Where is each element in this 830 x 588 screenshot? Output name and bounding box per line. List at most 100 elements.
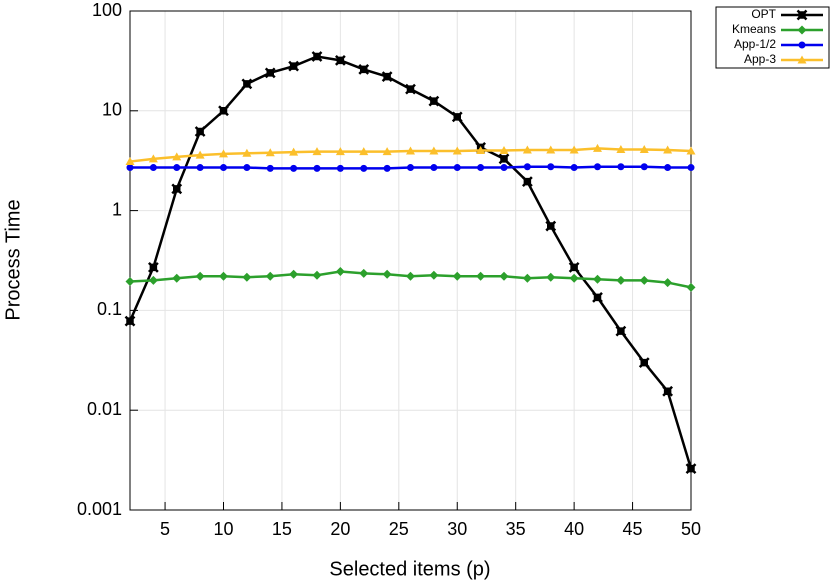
marker bbox=[546, 272, 556, 282]
marker bbox=[381, 71, 393, 83]
marker bbox=[452, 146, 462, 155]
x-tick-label: 50 bbox=[681, 519, 701, 539]
x-tick-label: 40 bbox=[564, 519, 584, 539]
marker bbox=[311, 51, 323, 62]
marker bbox=[430, 164, 438, 172]
marker bbox=[593, 143, 602, 152]
marker bbox=[241, 78, 253, 90]
x-tick-label: 20 bbox=[330, 519, 350, 539]
marker bbox=[477, 164, 485, 172]
marker bbox=[522, 273, 532, 283]
marker bbox=[335, 267, 345, 277]
marker bbox=[289, 147, 299, 156]
marker bbox=[406, 146, 415, 155]
marker bbox=[288, 60, 300, 72]
marker bbox=[686, 146, 696, 155]
marker bbox=[499, 146, 509, 155]
marker bbox=[686, 282, 696, 292]
marker bbox=[242, 272, 252, 282]
marker bbox=[616, 275, 626, 285]
marker bbox=[171, 183, 183, 195]
legend-box bbox=[715, 6, 830, 69]
marker bbox=[195, 150, 205, 159]
marker bbox=[382, 269, 392, 279]
legend-label: OPT bbox=[751, 7, 776, 21]
marker bbox=[616, 144, 626, 153]
y-tick-label: 1 bbox=[112, 199, 122, 219]
marker bbox=[265, 148, 275, 157]
marker bbox=[220, 164, 227, 172]
marker bbox=[148, 275, 158, 285]
marker bbox=[452, 271, 462, 281]
y-tick-label: 0.001 bbox=[77, 499, 122, 519]
legend-label: App-3 bbox=[744, 52, 776, 66]
marker bbox=[639, 144, 649, 153]
marker bbox=[453, 164, 461, 172]
marker bbox=[685, 463, 697, 474]
marker bbox=[500, 164, 508, 172]
marker bbox=[569, 273, 579, 283]
marker bbox=[335, 147, 345, 156]
series-line bbox=[128, 55, 693, 469]
marker bbox=[522, 145, 532, 154]
marker bbox=[264, 67, 276, 79]
marker bbox=[148, 154, 158, 163]
marker bbox=[429, 270, 439, 280]
marker bbox=[523, 163, 531, 171]
marker bbox=[592, 292, 603, 303]
marker bbox=[312, 147, 322, 156]
x-tick-label: 15 bbox=[272, 519, 292, 539]
marker bbox=[358, 64, 370, 75]
marker bbox=[290, 164, 298, 172]
marker bbox=[242, 148, 252, 157]
marker bbox=[195, 271, 205, 281]
marker bbox=[570, 164, 578, 172]
marker bbox=[428, 95, 440, 107]
marker bbox=[334, 55, 346, 66]
marker bbox=[640, 163, 648, 171]
marker bbox=[546, 145, 556, 154]
x-tick-label: 30 bbox=[447, 519, 467, 539]
marker bbox=[382, 147, 392, 156]
marker bbox=[126, 164, 134, 172]
marker bbox=[406, 271, 415, 281]
marker bbox=[796, 9, 808, 21]
marker bbox=[687, 164, 695, 172]
marker bbox=[499, 271, 509, 281]
y-tick-label: 10 bbox=[102, 100, 122, 120]
marker bbox=[617, 163, 625, 171]
marker bbox=[147, 261, 159, 273]
marker bbox=[360, 164, 368, 172]
x-axis-label: Selected items (p) bbox=[329, 558, 490, 580]
marker bbox=[405, 83, 416, 95]
x-tick-label: 45 bbox=[623, 519, 643, 539]
marker bbox=[429, 146, 439, 155]
marker bbox=[521, 176, 533, 188]
marker bbox=[125, 276, 135, 286]
y-tick-label: 0.01 bbox=[87, 399, 122, 419]
marker bbox=[265, 271, 275, 281]
marker bbox=[289, 269, 299, 279]
legend-label: Kmeans bbox=[732, 22, 776, 36]
marker bbox=[194, 126, 206, 137]
x-tick-label: 10 bbox=[213, 519, 233, 539]
legend-label: App-1/2 bbox=[734, 37, 776, 51]
marker bbox=[797, 25, 807, 35]
plot-frame bbox=[129, 10, 692, 511]
marker bbox=[615, 325, 627, 337]
marker bbox=[798, 41, 806, 49]
marker bbox=[662, 385, 674, 397]
marker bbox=[407, 164, 414, 172]
marker bbox=[451, 111, 463, 123]
marker bbox=[312, 270, 322, 280]
marker bbox=[243, 164, 251, 172]
marker bbox=[383, 164, 391, 172]
x-tick-label: 25 bbox=[389, 519, 409, 539]
y-tick-label: 100 bbox=[92, 0, 122, 20]
y-axis-label: Process Time bbox=[2, 199, 24, 320]
marker bbox=[336, 164, 344, 172]
marker bbox=[196, 164, 204, 172]
marker bbox=[266, 164, 274, 172]
marker bbox=[219, 271, 228, 281]
